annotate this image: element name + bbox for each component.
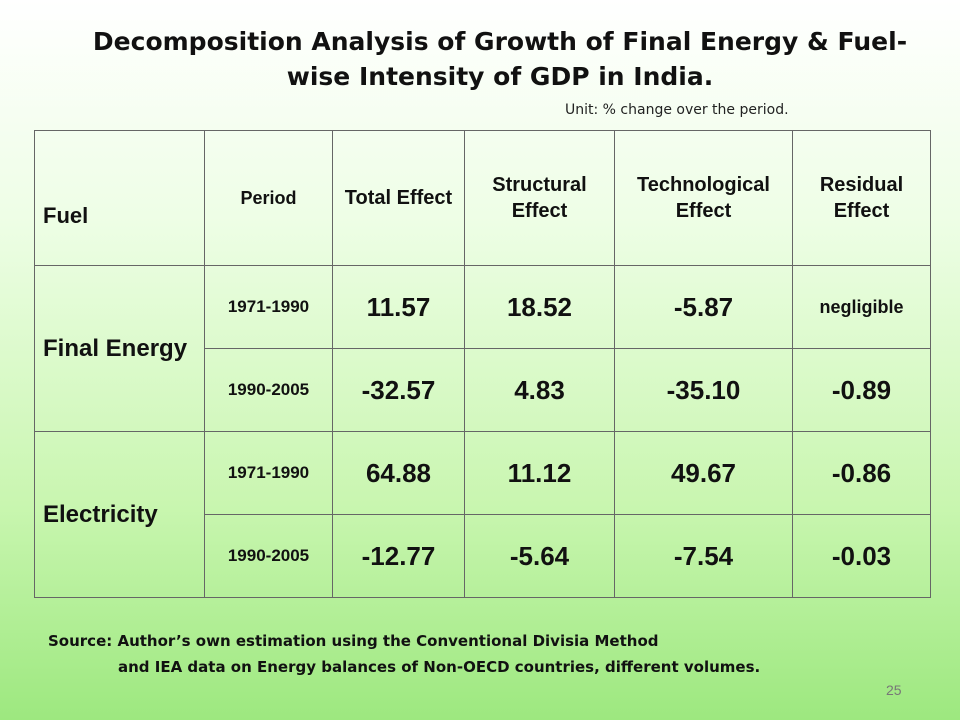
structural-effect-cell: 4.83 xyxy=(464,348,615,432)
technological-effect-cell: -35.10 xyxy=(614,348,793,432)
table-row: Electricity 1971-1990 64.88 11.12 49.67 … xyxy=(34,431,931,598)
page-number: 25 xyxy=(886,682,902,698)
structural-effect-cell: -5.64 xyxy=(464,514,615,598)
source-line-1: Source: Author’s own estimation using th… xyxy=(48,632,659,650)
total-effect-cell: 64.88 xyxy=(332,431,465,515)
fuel-final-energy: Final Energy xyxy=(34,265,205,432)
technological-effect-cell: -7.54 xyxy=(614,514,793,598)
slide-title: Decomposition Analysis of Growth of Fina… xyxy=(70,24,930,94)
source-note: Source: Author’s own estimation using th… xyxy=(48,628,760,680)
period-cell: 1990-2005 xyxy=(204,514,333,598)
header-structural-effect: Structural Effect xyxy=(464,130,615,266)
structural-effect-cell: 11.12 xyxy=(464,431,615,515)
unit-note: Unit: % change over the period. xyxy=(565,102,789,118)
period-cell: 1990-2005 xyxy=(204,348,333,432)
residual-effect-cell: -0.86 xyxy=(792,431,931,515)
header-fuel: Fuel xyxy=(34,130,205,266)
table-row: Final Energy 1971-1990 11.57 18.52 -5.87… xyxy=(34,265,931,432)
title-line-1: Decomposition Analysis of Growth of Fina… xyxy=(92,27,908,56)
total-effect-cell: -12.77 xyxy=(332,514,465,598)
residual-effect-cell: -0.03 xyxy=(792,514,931,598)
residual-effect-cell: -0.89 xyxy=(792,348,931,432)
period-cell: 1971-1990 xyxy=(204,431,333,515)
technological-effect-cell: 49.67 xyxy=(614,431,793,515)
header-row: Fuel Period Total Effect Structural Effe… xyxy=(34,130,931,266)
fuel-electricity: Electricity xyxy=(34,431,205,598)
total-effect-cell: 11.57 xyxy=(332,265,465,349)
structural-effect-cell: 18.52 xyxy=(464,265,615,349)
decomposition-table: Fuel Period Total Effect Structural Effe… xyxy=(34,130,931,598)
table-row: 1990-2005 -12.77 -5.64 -7.54 -0.03 xyxy=(35,514,931,598)
period-cell: 1971-1990 xyxy=(204,265,333,349)
title-line-2: wise Intensity of GDP in India. xyxy=(286,62,714,91)
header-technological-effect: Technological Effect xyxy=(614,130,793,266)
total-effect-cell: -32.57 xyxy=(332,348,465,432)
header-period: Period xyxy=(204,130,333,266)
header-residual-effect: Residual Effect xyxy=(792,130,931,266)
table-row: 1990-2005 -32.57 4.83 -35.10 -0.89 xyxy=(35,348,931,432)
technological-effect-cell: -5.87 xyxy=(614,265,793,349)
residual-effect-cell: negligible xyxy=(792,265,931,349)
header-total-effect: Total Effect xyxy=(332,130,465,266)
source-line-2: and IEA data on Energy balances of Non-O… xyxy=(118,658,761,676)
